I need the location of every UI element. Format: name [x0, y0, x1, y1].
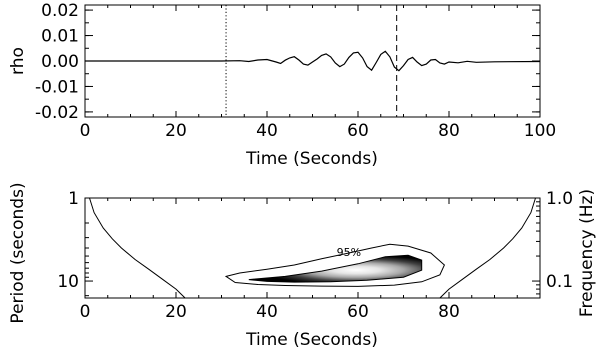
- y2-tick-label: 0.1: [546, 272, 573, 292]
- x-tick-label: 20: [165, 302, 187, 322]
- wavelet-x-axis-label: Time (Seconds): [245, 330, 378, 350]
- significance-contour-95: [224, 243, 446, 287]
- timeseries-x-axis-label: Time (Seconds): [245, 149, 378, 169]
- wavelet-panel: 95% 0 20 40 60 80 1 10 1.0 0.1 Time (Seconds) Pe…: [8, 182, 597, 350]
- x-tick-label: 80: [438, 121, 460, 141]
- y-tick-label: 10: [57, 272, 79, 292]
- cone-of-influence-left: [89, 197, 186, 299]
- wavelet-power-region: [248, 254, 423, 283]
- y-tick-label: 1: [68, 189, 79, 209]
- x-tick-label: 100: [524, 121, 556, 141]
- rho-series-line: [85, 50, 541, 72]
- y-tick-label: 0.00: [41, 52, 79, 72]
- timeseries-ticks: 0 20 40 60 80 100 -0.02 -0.01 0.00 0.01 0.02: [35, 1, 556, 141]
- x-tick-label: 40: [256, 121, 278, 141]
- cone-of-influence-right: [439, 197, 536, 299]
- wavelet-ticks: 0 20 40 60 80 1 10 1.0 0.1: [57, 189, 573, 322]
- wavelet-y-axis-label: Period (seconds): [8, 182, 28, 323]
- contour-label: 95%: [337, 246, 361, 259]
- y-tick-label: 0.02: [41, 1, 79, 21]
- wavelet-frame: [84, 197, 541, 299]
- x-tick-label: 80: [438, 302, 460, 322]
- x-tick-label: 60: [347, 302, 369, 322]
- x-tick-label: 0: [80, 121, 91, 141]
- x-tick-label: 60: [347, 121, 369, 141]
- y-tick-label: 0.01: [41, 27, 79, 47]
- timeseries-panel: 0 20 40 60 80 100 -0.02 -0.01 0.00 0.01 0.02 Time …: [8, 1, 556, 169]
- timeseries-y-axis-label: rho: [8, 47, 28, 75]
- y2-tick-label: 1.0: [546, 189, 573, 209]
- wavelet-y2-axis-label: Frequency (Hz): [577, 189, 597, 317]
- x-tick-label: 20: [165, 121, 187, 141]
- x-tick-label: 0: [80, 302, 91, 322]
- y-tick-label: -0.01: [35, 77, 79, 97]
- y-tick-label: -0.02: [35, 103, 79, 123]
- timeseries-markers: [225, 5, 398, 117]
- x-tick-label: 40: [256, 302, 278, 322]
